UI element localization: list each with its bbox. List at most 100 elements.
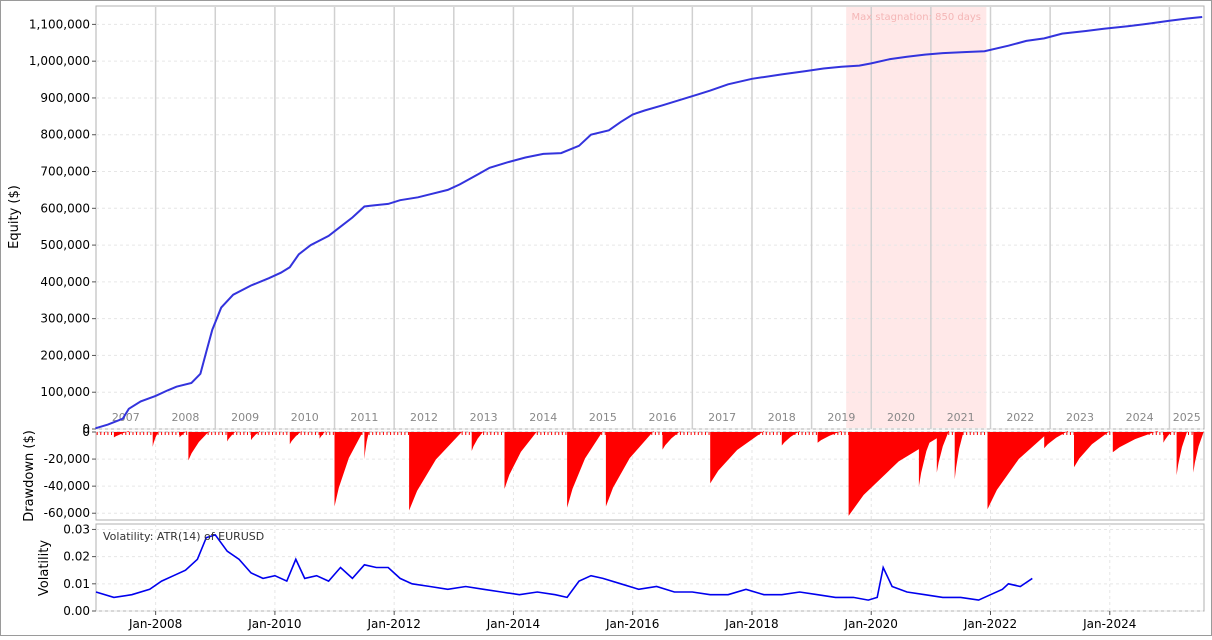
drawdown-bar [188,431,210,461]
equity-panel: 2007 2008 2009 2010 2011 2012 2013 2014 2015 2016… [7,5,1205,436]
stagnation-annotation: Max stagnation: 850 days [852,12,982,23]
volatility-y-tick-label: 0.00 [63,604,90,618]
drawdown-plot-area [95,431,1205,521]
drawdown-y-tick-label: -20,000 [44,452,90,466]
drawdown-bar [179,431,187,438]
year-label: 2019 [827,411,855,424]
equity-y-tick-label: 1,000,000 [29,54,90,68]
year-label: 2013 [470,411,498,424]
year-label: 2021 [947,411,975,424]
x-tick-label: Jan-2014 [486,617,540,631]
year-label: 2025 [1173,411,1201,424]
x-tick-label: Jan-2008 [128,617,182,631]
year-label: 2022 [1006,411,1034,424]
equity-y-axis-label: Equity ($) [7,185,22,249]
year-label: 2014 [529,411,557,424]
drawdown-bar [567,431,603,508]
drawdown-bar [710,431,764,484]
drawdown-bar [781,431,800,446]
year-label: 2010 [291,411,319,424]
volatility-line-group [95,533,1033,601]
year-label: 2017 [708,411,736,424]
x-tick-label: Jan-2024 [1082,617,1136,631]
equity-y-tick-label: 500,000 [40,238,90,252]
equity-line-group [95,16,1203,430]
drawdown-bar [1074,431,1110,468]
drawdown-bar [1163,431,1173,443]
volatility-y-tick-label: 0.01 [63,577,90,591]
drawdown-panel: 0 -20,000 -40,000 -60,000 Drawdown ($) [22,425,1205,522]
drawdown-bar [504,431,538,489]
x-tick-label: Jan-2012 [366,617,420,631]
equity-y-tick-label: 1,100,000 [29,17,90,31]
drawdown-bar [1176,431,1188,476]
equity-plot-area [95,5,1205,430]
equity-y-tick-label: 100,000 [40,385,90,399]
volatility-y-tick-label: 0.03 [63,522,90,536]
volatility-y-axis-label: Volatility [37,540,52,596]
volatility-plot-area [95,523,1205,612]
drawdown-bar [334,431,364,507]
drawdown-bar [848,431,949,516]
volatility-y-tick-label: 0.02 [63,550,90,564]
year-label: 2023 [1066,411,1094,424]
x-tick-label: Jan-2022 [963,617,1017,631]
drawdown-bar [1112,431,1158,453]
drawdown-bar [954,431,964,480]
volatility-line [95,533,1033,601]
stagnation-rect [846,7,987,428]
year-label: 2024 [1126,411,1154,424]
equity-grid [96,23,1204,430]
drawdown-y-tick-label: 0 [82,425,90,439]
drawdown-bar [251,431,260,441]
year-label: 2015 [589,411,617,424]
volatility-grid [96,524,1204,612]
equity-line [95,16,1203,430]
volatility-y-ticks: 0.00 0.01 0.02 0.03 [63,522,96,618]
drawdown-y-tick-label: -60,000 [44,506,90,520]
year-label: 2011 [350,411,378,424]
year-label: 2016 [649,411,677,424]
drawdown-y-tick-label: -40,000 [44,479,90,493]
drawdown-bar [662,431,681,450]
drawdown-bar [1193,431,1204,473]
drawdown-bar [1044,431,1068,449]
drawdown-bar [918,431,934,487]
drawdown-bar [319,431,326,439]
equity-y-tick-label: 300,000 [40,312,90,326]
equity-y-tick-label: 200,000 [40,348,90,362]
drawdown-bar [987,431,1051,510]
drawdown-bar [409,431,463,511]
drawdown-y-ticks: 0 -20,000 -40,000 -60,000 [44,425,96,520]
equity-y-tick-label: 0 [82,422,90,436]
equity-y-ticks: 0 100,000 200,000 300,000 400,000 500,000 600,… [29,17,96,436]
year-label: 2018 [768,411,796,424]
drawdown-bar [471,431,484,451]
drawdown-bar [895,431,904,460]
equity-year-labels: 2007 2008 2009 2010 2011 2012 2013 2014 2015 2016… [112,7,1201,429]
drawdown-y-axis-label: Drawdown ($) [22,430,37,522]
drawdown-bar [936,431,949,473]
volatility-x-ticks: Jan-2008 Jan-2010 Jan-2012 Jan-2014 Jan-2016… [128,611,1136,631]
x-tick-label: Jan-2020 [844,617,898,631]
x-tick-label: Jan-2018 [724,617,778,631]
year-label: 2009 [231,411,259,424]
equity-y-tick-label: 600,000 [40,201,90,215]
volatility-panel: 0.00 0.01 0.02 0.03 Jan-2008 Jan-2010 Jan-201… [37,522,1205,631]
drawdown-bar [364,431,370,460]
drawdown-bar [289,431,302,445]
year-label: 2020 [887,411,915,424]
volatility-panel-title: Volatility: ATR(14) of EURUSD [103,530,264,543]
year-label: 2012 [410,411,438,424]
equity-y-tick-label: 800,000 [40,128,90,142]
year-label: 2008 [171,411,199,424]
x-tick-label: Jan-2010 [247,617,301,631]
drawdown-bar [605,431,654,507]
equity-y-tick-label: 700,000 [40,165,90,179]
stagnation-band [846,7,987,428]
drawdown-bar [113,431,129,438]
x-tick-label: Jan-2016 [605,617,659,631]
equity-y-tick-label: 400,000 [40,275,90,289]
